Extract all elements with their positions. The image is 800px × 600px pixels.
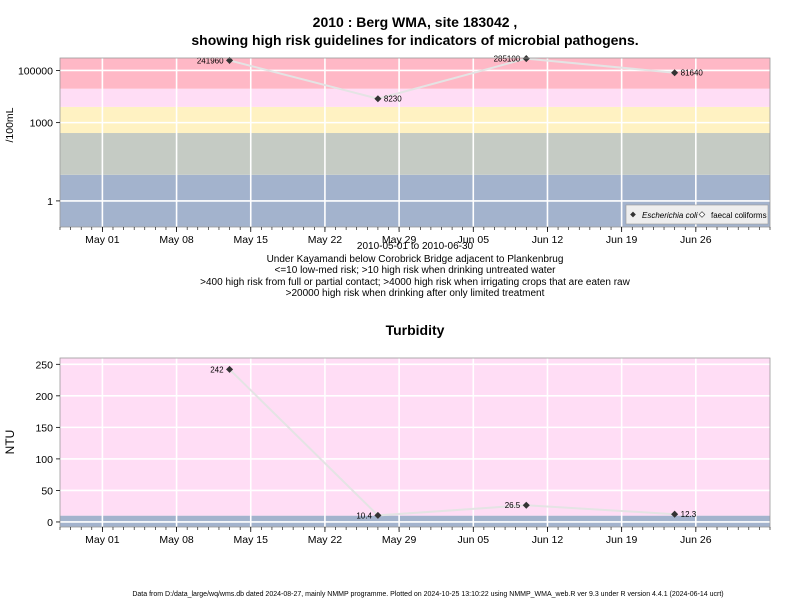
caption-line-site: Under Kayamandi below Corobrick Bridge a…: [267, 254, 564, 265]
x-tick-label: Jun 12: [532, 534, 564, 546]
data-point: [374, 95, 382, 103]
figure-title-line2: showing high risk guidelines for indicat…: [191, 32, 638, 48]
data-point: [671, 69, 679, 77]
data-label: 81640: [681, 69, 704, 78]
y-tick-label: 100000: [18, 65, 53, 77]
legend-entry-ecoli: Escherichia coli: [642, 211, 698, 220]
x-tick-label: May 01: [85, 534, 120, 546]
x-tick-label: May 15: [234, 234, 269, 246]
data-point: [522, 55, 530, 63]
y-tick-label: 50: [41, 485, 53, 497]
legend-marker-ecoli: [630, 211, 636, 218]
x-tick-label: May 08: [159, 234, 194, 246]
turbidity-title: Turbidity: [386, 322, 445, 338]
x-tick-label: May 15: [234, 534, 269, 546]
data-label: 241960: [197, 56, 224, 65]
x-tick-label: Jun 05: [458, 234, 490, 246]
risk-band-3: [60, 88, 770, 107]
series-connector-line: [228, 368, 675, 517]
y-tick-label: 200: [35, 391, 53, 403]
x-tick-label: May 22: [308, 534, 343, 546]
x-tick-label: Jun 05: [458, 534, 490, 546]
data-label: 285100: [494, 55, 521, 64]
caption-line-guideline-2: >400 high risk from full or partial cont…: [200, 277, 630, 288]
footer-note: Data from D:/data_large/wq/wms.db dated …: [132, 591, 723, 598]
legend: Escherichia coli faecal coliforms: [625, 204, 769, 225]
series-line: [229, 57, 675, 100]
data-point: [226, 365, 234, 373]
legend-marker-faecal: [698, 211, 706, 218]
x-tick-label: May 01: [85, 234, 120, 246]
y-tick-label: 0: [47, 517, 53, 529]
data-labels: 242 10.4 26.5 12.3: [210, 365, 697, 520]
risk-band-2: [60, 106, 770, 134]
y-axis-label: /100mL: [4, 107, 16, 142]
axes: May 01 May 08 May 15 May 22 May 29 Jun 05 Jun …: [18, 57, 771, 246]
data-labels: 241960 8230 285100 81640: [197, 55, 704, 104]
y-tick-label: 1000: [30, 118, 54, 130]
x-tick-label: Jun 12: [532, 234, 564, 246]
data-label: 242: [210, 365, 224, 374]
axes: May 01 May 08 May 15 May 22 May 29 Jun 05 Jun …: [35, 357, 771, 546]
legend-box: [625, 204, 769, 225]
x-tick-label: Jun 26: [680, 234, 712, 246]
chart-caption: 2010-05-01 to 2010-06-30 Under Kayamandi…: [200, 241, 630, 299]
gridlines: [60, 358, 770, 527]
x-tick-label: Jun 26: [680, 534, 712, 546]
series-connector-line: [229, 57, 675, 100]
risk-band-1: [60, 358, 770, 516]
risk-band-4: [60, 58, 770, 89]
y-tick-label: 1: [47, 196, 53, 208]
gridlines: [60, 58, 770, 227]
data-label: 12.3: [681, 510, 697, 519]
caption-line-date-range: 2010-05-01 to 2010-06-30: [357, 241, 474, 252]
y-tick-label: 150: [35, 422, 53, 434]
data-label: 10.4: [356, 511, 372, 520]
data-label: 8230: [384, 95, 402, 104]
x-tick-label: Jun 19: [606, 234, 638, 246]
data-point: [522, 501, 530, 509]
plot-frame: [59, 357, 771, 528]
risk-bands: [60, 58, 770, 227]
x-tick-label: May 29: [382, 534, 417, 546]
legend-entry-faecal: faecal coliforms: [711, 211, 767, 220]
figure-title-line1: 2010 : Berg WMA, site 183042 ,: [313, 14, 518, 30]
caption-line-guideline-3: >20000 high risk when drinking after onl…: [286, 288, 545, 299]
plot-frame: [59, 57, 771, 228]
risk-bands: [60, 358, 770, 527]
turbidity-chart: 242 10.4 26.5 12.3 May 01 May 08 May 15 May 22…: [3, 357, 771, 546]
data-label: 26.5: [505, 501, 521, 510]
y-axis-label: NTU: [3, 430, 17, 455]
data-point: [374, 511, 382, 519]
risk-band-1: [60, 133, 770, 175]
data-point: [226, 56, 234, 64]
x-tick-label: May 29: [382, 234, 417, 246]
microbial-chart: 241960 8230 285100 81640 May 01 May 08 May 15…: [4, 55, 771, 299]
data-points: [226, 55, 679, 103]
x-tick-label: May 22: [308, 234, 343, 246]
caption-line-guideline-1: <=10 low-med risk; >10 high risk when dr…: [275, 265, 557, 276]
y-tick-label: 250: [35, 359, 53, 371]
y-tick-label: 100: [35, 454, 53, 466]
series-line: [228, 368, 675, 517]
x-tick-label: May 08: [159, 534, 194, 546]
x-tick-label: Jun 19: [606, 534, 638, 546]
